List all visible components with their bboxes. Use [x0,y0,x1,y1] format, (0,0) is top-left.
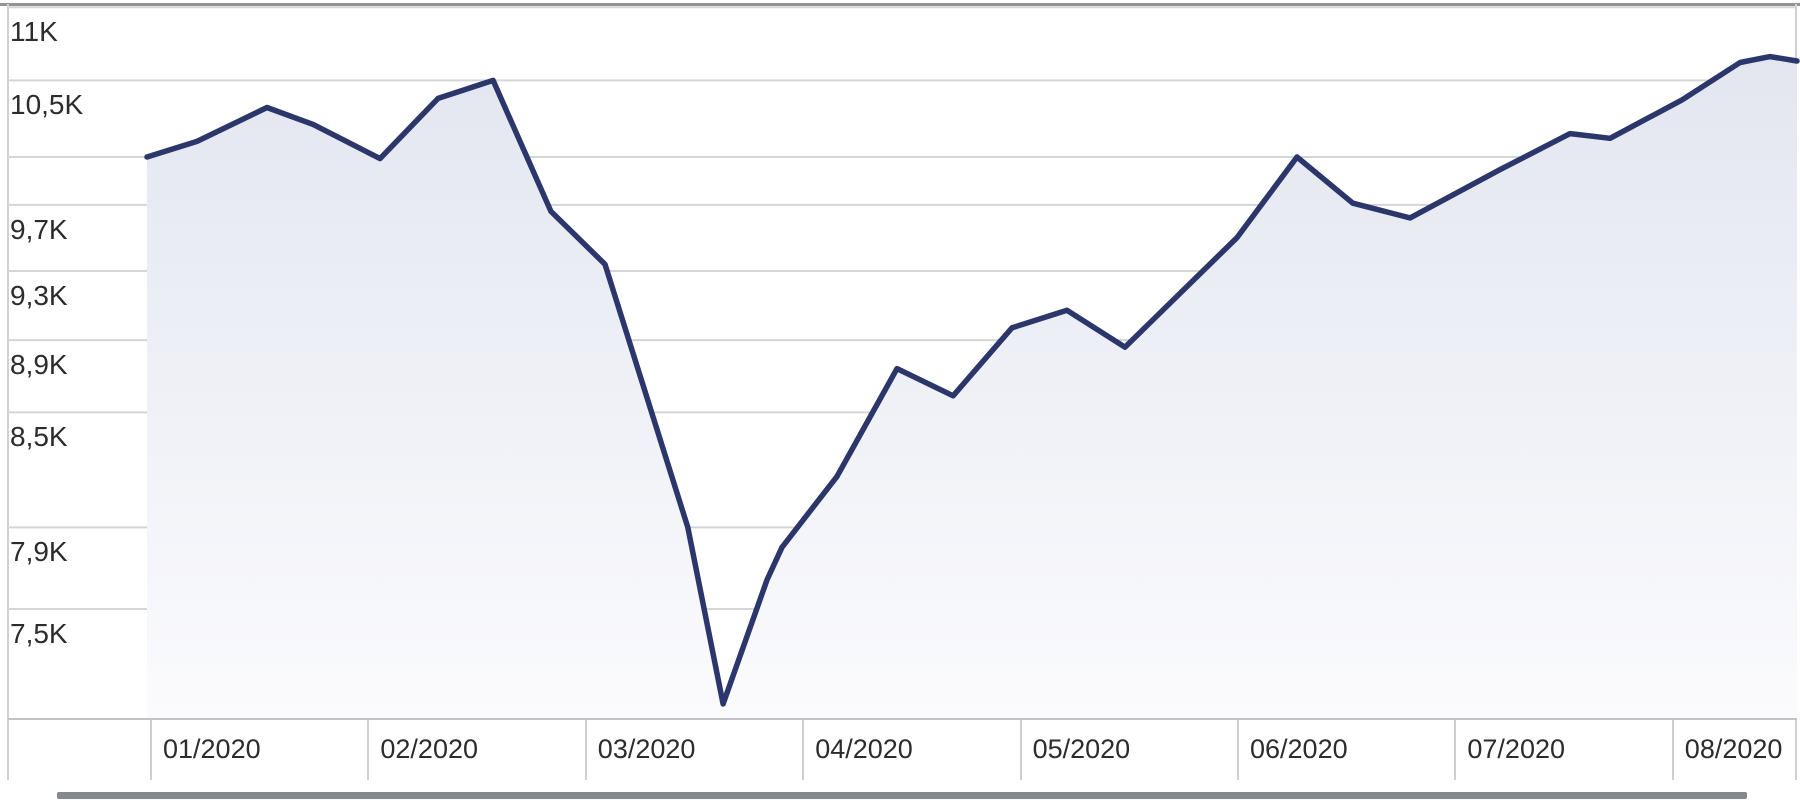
x-axis-tick [1454,720,1457,780]
x-axis-label: 01/2020 [163,734,261,764]
x-axis-label: 06/2020 [1250,734,1348,764]
x-axis-label: 04/2020 [815,734,913,764]
x-axis-label: 07/2020 [1467,734,1565,764]
x-axis-tick [1019,720,1022,780]
x-axis-label: 05/2020 [1032,734,1131,764]
y-axis-label: 10,5K [10,89,84,121]
x-axis-label: 02/2020 [380,734,478,764]
x-axis-label: 03/2020 [597,734,696,764]
price-line [144,53,1800,707]
y-axis-label: 9,7K [10,213,68,245]
chart-left-border [7,4,9,780]
y-axis-label: 8,9K [10,349,68,381]
area-fill [147,56,1797,719]
x-axis-tick [150,720,152,780]
x-axis-tick [802,720,805,780]
y-axis-label: 7,9K [10,536,68,568]
x-axis-tick [1671,720,1674,780]
x-axis: 01/2020 02/2020 03/2020 04/2020 05/2020 06/20… [0,718,1800,780]
x-axis-tick [1237,720,1239,780]
x-axis-tick [584,720,587,780]
scrollbar-thumb[interactable] [57,792,1747,799]
x-axis-tick [367,720,370,780]
x-axis-label: 08/2020 [1684,734,1783,764]
y-axis-label: 7,5K [10,617,68,649]
y-axis-label: 11K [10,16,58,48]
y-axis-label: 9,3K [10,280,68,311]
scrollbar-track[interactable] [8,790,1797,800]
y-axis-label: 8,5K [10,421,68,453]
x-axis-line [8,718,1797,720]
chart-top-border [0,3,1800,6]
